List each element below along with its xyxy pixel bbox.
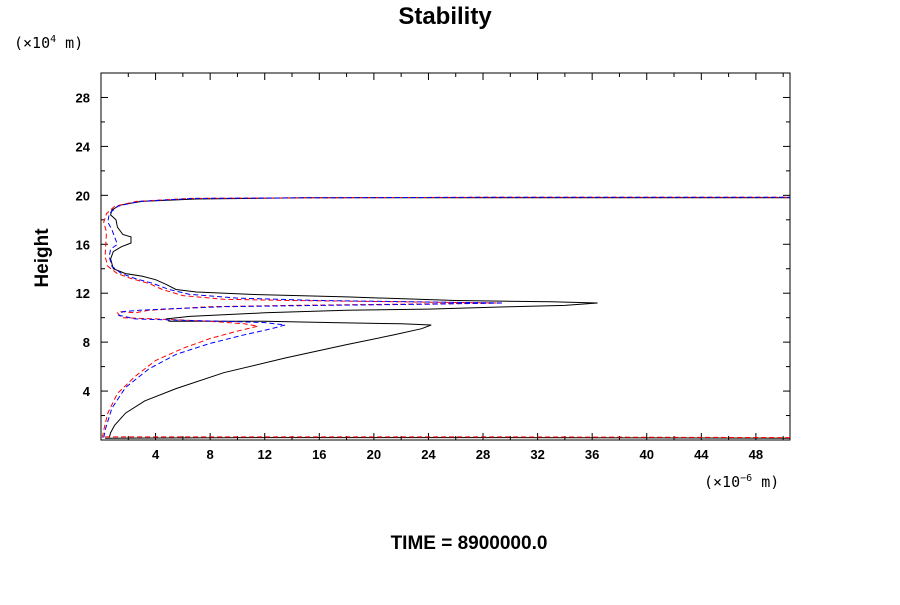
y-tick-label: 20 <box>76 188 90 203</box>
series-line-2 <box>101 196 790 438</box>
y-tick-label: 12 <box>76 286 90 301</box>
x-unit-rest: m) <box>752 473 779 491</box>
chart-title: Stability <box>398 3 492 30</box>
x-tick-label: 8 <box>207 447 214 462</box>
y-tick-label: 16 <box>76 237 90 252</box>
y-tick-label: 28 <box>76 90 90 105</box>
x-unit-base: (×10 <box>704 473 740 491</box>
y-unit-base: (×10 <box>14 34 50 52</box>
x-unit-exponent: −6 <box>740 473 752 484</box>
x-tick-label: 44 <box>694 447 709 462</box>
y-tick-label: 8 <box>83 335 90 350</box>
x-tick-label: 32 <box>530 447 544 462</box>
y-unit-exponent: 4 <box>50 34 56 45</box>
y-unit-rest: m) <box>56 34 83 52</box>
x-tick-label: 16 <box>312 447 326 462</box>
y-tick-label: 4 <box>83 384 91 399</box>
time-label: TIME = 8900000.0 <box>391 533 548 554</box>
x-tick-label: 20 <box>367 447 381 462</box>
x-tick-label: 24 <box>421 447 436 462</box>
series-line-4 <box>105 437 790 439</box>
x-tick-label: 28 <box>476 447 490 462</box>
x-tick-label: 4 <box>152 447 160 462</box>
series-line-1 <box>108 197 790 438</box>
x-unit-label: (×10−6 m) <box>704 473 779 491</box>
series-line-5 <box>105 436 790 439</box>
plot-frame <box>100 72 791 441</box>
y-axis-title: Height <box>32 228 53 288</box>
x-tick-label: 48 <box>749 447 763 462</box>
x-tick-label: 40 <box>640 447 654 462</box>
series-line-3 <box>103 196 790 438</box>
y-unit-label: (×104 m) <box>14 34 83 52</box>
x-tick-label: 36 <box>585 447 599 462</box>
x-tick-label: 12 <box>257 447 271 462</box>
y-tick-label: 24 <box>76 139 91 154</box>
